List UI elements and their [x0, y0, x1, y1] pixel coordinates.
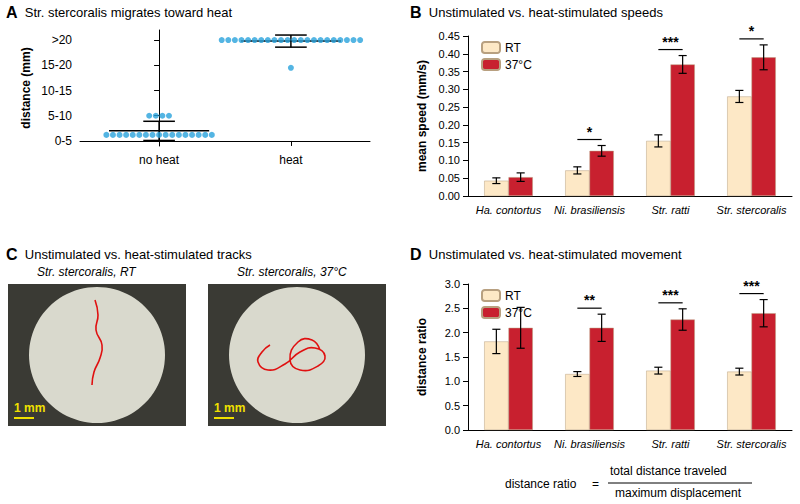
svg-text:Ha. contortus: Ha. contortus: [476, 204, 542, 216]
svg-text:Unstimulated vs. heat-stimulat: Unstimulated vs. heat-stimulated movemen…: [429, 247, 682, 262]
svg-text:distance ratio: distance ratio: [415, 318, 429, 396]
svg-text:0.00: 0.00: [439, 190, 460, 202]
svg-text:Ni. brasiliensis: Ni. brasiliensis: [554, 204, 625, 216]
svg-text:10-15: 10-15: [41, 84, 72, 98]
svg-text:Ni. brasiliensis: Ni. brasiliensis: [554, 438, 625, 450]
svg-text:0.15: 0.15: [439, 137, 460, 149]
svg-text:5-10: 5-10: [48, 109, 72, 123]
svg-text:Str. stercoralis, RT: Str. stercoralis, RT: [37, 265, 137, 279]
svg-text:distance ratio: distance ratio: [505, 477, 577, 491]
svg-text:heat: heat: [279, 153, 303, 167]
svg-text:***: ***: [662, 287, 679, 303]
svg-text:2.5: 2.5: [445, 302, 460, 314]
svg-text:0.10: 0.10: [439, 154, 460, 166]
svg-text:0.5: 0.5: [445, 400, 460, 412]
svg-text:Str. stercoralis: Str. stercoralis: [717, 438, 787, 450]
svg-text:*: *: [749, 23, 755, 39]
svg-text:RT: RT: [505, 41, 521, 55]
svg-text:C: C: [6, 246, 18, 263]
svg-text:Ha. contortus: Ha. contortus: [476, 438, 542, 450]
svg-text:1.5: 1.5: [445, 351, 460, 363]
svg-text:**: **: [584, 292, 595, 308]
svg-text:0-5: 0-5: [55, 134, 73, 148]
svg-text:RT: RT: [505, 289, 521, 303]
svg-text:0.45: 0.45: [439, 30, 460, 42]
svg-text:Str. stercoralis migrates towa: Str. stercoralis migrates toward heat: [25, 5, 233, 20]
svg-text:Str. ratti: Str. ratti: [651, 438, 690, 450]
svg-text:Str. stercoralis: Str. stercoralis: [717, 204, 787, 216]
svg-text:=: =: [592, 477, 599, 491]
svg-text:3.0: 3.0: [445, 278, 460, 290]
svg-text:2.0: 2.0: [445, 327, 460, 339]
svg-text:1 mm: 1 mm: [14, 401, 45, 415]
svg-text:0.20: 0.20: [439, 119, 460, 131]
svg-text:0.25: 0.25: [439, 101, 460, 113]
svg-text:Str. ratti: Str. ratti: [651, 204, 690, 216]
svg-text:37°C: 37°C: [505, 306, 532, 320]
svg-text:Str. stercoralis, 37°C: Str. stercoralis, 37°C: [237, 265, 347, 279]
svg-text:Unstimulated vs. heat-stimulat: Unstimulated vs. heat-stimulated speeds: [429, 5, 664, 20]
svg-text:0.05: 0.05: [439, 172, 460, 184]
svg-text:A: A: [6, 4, 18, 21]
svg-text:***: ***: [662, 34, 679, 50]
svg-text:D: D: [410, 246, 422, 263]
svg-text:0.0: 0.0: [445, 424, 460, 436]
svg-text:1 mm: 1 mm: [214, 401, 245, 415]
svg-text:*: *: [587, 124, 593, 140]
svg-text:no heat: no heat: [139, 153, 180, 167]
svg-text:0.35: 0.35: [439, 66, 460, 78]
svg-text:>20: >20: [52, 33, 73, 47]
svg-text:total distance traveled: total distance traveled: [610, 464, 727, 478]
svg-text:mean speed (mm/s): mean speed (mm/s): [415, 60, 429, 172]
svg-text:1.0: 1.0: [445, 375, 460, 387]
svg-text:maximum displacement: maximum displacement: [615, 486, 742, 500]
svg-text:0.40: 0.40: [439, 48, 460, 60]
svg-text:15-20: 15-20: [41, 58, 72, 72]
svg-text:Unstimulated vs. heat-stimulat: Unstimulated vs. heat-stimulated tracks: [25, 247, 252, 262]
svg-text:***: ***: [743, 278, 760, 294]
svg-text:0.30: 0.30: [439, 83, 460, 95]
svg-text:37°C: 37°C: [505, 58, 532, 72]
svg-text:B: B: [410, 4, 422, 21]
svg-text:distance (mm): distance (mm): [19, 47, 33, 128]
